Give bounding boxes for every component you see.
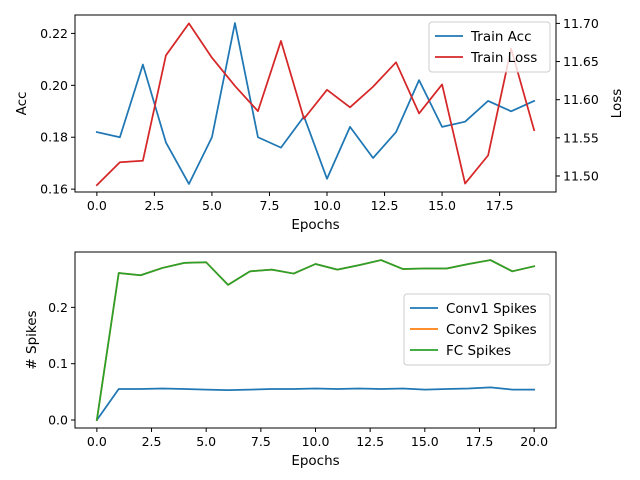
spikes-chart: 0.0 2.5 5.0 7.5 10.0 12.5 15.0 17.5 20.0 0.0 0.1 0.…	[24, 251, 557, 469]
y-tick-label: 0.20	[40, 78, 68, 93]
legend-box	[403, 293, 551, 366]
y-right-tick-label: 11.55	[563, 130, 599, 145]
x-tick-label: 20.0	[520, 434, 548, 449]
legend: Conv1 Spikes Conv2 Spikes FC Spikes	[403, 293, 551, 366]
legend-label: Train Loss	[470, 50, 537, 66]
train-loss-line	[95, 22, 536, 187]
x-tick-label: 5.0	[196, 434, 216, 449]
x-tick-label: 17.5	[486, 198, 514, 213]
y-tick-label: 0.1	[48, 356, 68, 371]
legend-box	[428, 21, 551, 73]
y-axis-label: # Spikes	[24, 310, 40, 369]
y-right-tick-label: 11.70	[563, 16, 599, 31]
legend-label: Conv1 Spikes	[446, 301, 537, 317]
y-tick-label: 0.0	[48, 413, 68, 428]
x-tick-label: 17.5	[466, 434, 494, 449]
legend: Train Acc Train Loss	[428, 21, 551, 73]
fc-spikes-line	[95, 259, 536, 421]
y-axis-label: Acc	[14, 92, 30, 116]
y-right-tick-label: 11.60	[563, 92, 599, 107]
accuracy-loss-chart: 0.0 2.5 5.0 7.5 10.0 12.5 15.0 17.5 0.16 0.18 0.20…	[14, 14, 625, 233]
y-right-tick-label: 11.50	[563, 168, 599, 183]
y-right-axis-label: Loss	[609, 89, 625, 119]
legend-label: Conv2 Spikes	[446, 322, 537, 338]
x-axis-label: Epochs	[291, 453, 339, 469]
y-tick-label: 0.18	[40, 130, 68, 145]
y-tick-label: 0.16	[40, 182, 68, 197]
x-tick-label: 2.5	[144, 198, 164, 213]
x-tick-label: 15.0	[428, 198, 456, 213]
legend-label: Train Acc	[470, 29, 532, 45]
legend-label: FC Spikes	[446, 343, 511, 359]
x-tick-label: 10.0	[313, 198, 341, 213]
x-tick-label: 12.5	[371, 198, 399, 213]
x-tick-label: 0.0	[87, 198, 107, 213]
x-tick-label: 15.0	[411, 434, 439, 449]
train-acc-line	[95, 22, 536, 185]
x-tick-label: 7.5	[260, 198, 280, 213]
conv1-spikes-line	[95, 386, 536, 422]
x-tick-label: 2.5	[142, 434, 162, 449]
x-tick-label: 7.5	[251, 434, 271, 449]
y-tick-label: 0.22	[40, 26, 68, 41]
plot-frame	[74, 14, 557, 193]
x-tick-label: 12.5	[356, 434, 384, 449]
y-tick-label: 0.2	[48, 300, 68, 315]
x-tick-label: 10.0	[302, 434, 330, 449]
x-axis-label: Epochs	[291, 217, 339, 233]
y-right-tick-label: 11.65	[563, 54, 599, 69]
x-tick-label: 5.0	[202, 198, 222, 213]
x-tick-label: 0.0	[87, 434, 107, 449]
